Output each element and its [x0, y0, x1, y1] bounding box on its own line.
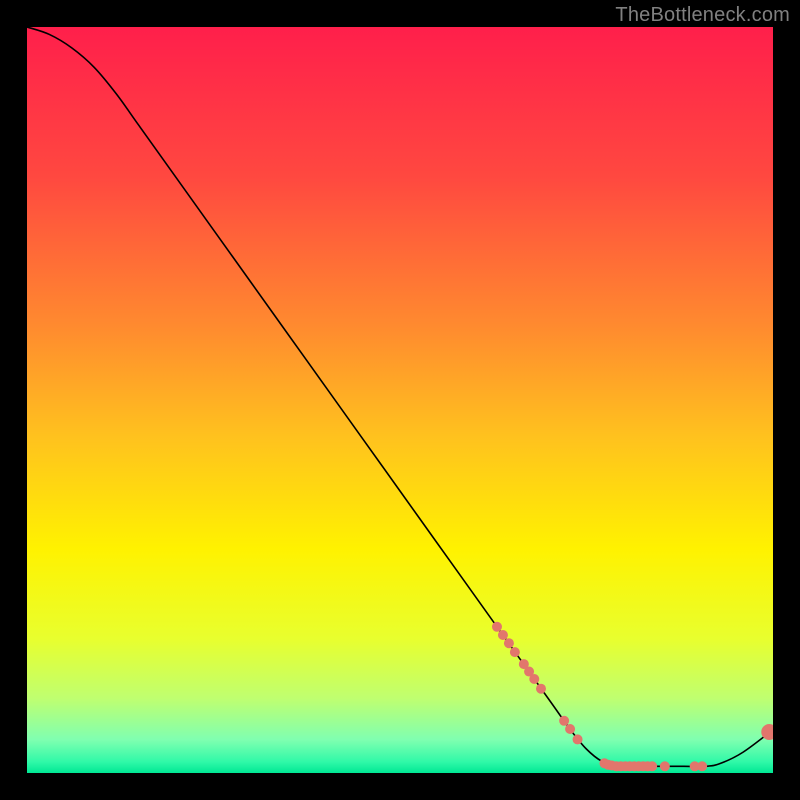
scatter-marker [560, 716, 569, 725]
scatter-marker [566, 724, 575, 733]
watermark-text: TheBottleneck.com [615, 4, 790, 27]
scatter-marker [536, 684, 545, 693]
scatter-marker [492, 622, 501, 631]
scatter-marker [648, 762, 657, 771]
scatter-marker [498, 630, 507, 639]
scatter-marker [510, 648, 519, 657]
scatter-marker [530, 675, 539, 684]
bottleneck-chart [0, 0, 800, 800]
chart-stage: TheBottleneck.com [0, 0, 800, 800]
scatter-marker [504, 639, 513, 648]
scatter-marker [660, 762, 669, 771]
scatter-marker [573, 735, 582, 744]
plot-gradient-background [27, 27, 773, 773]
scatter-marker [698, 762, 707, 771]
